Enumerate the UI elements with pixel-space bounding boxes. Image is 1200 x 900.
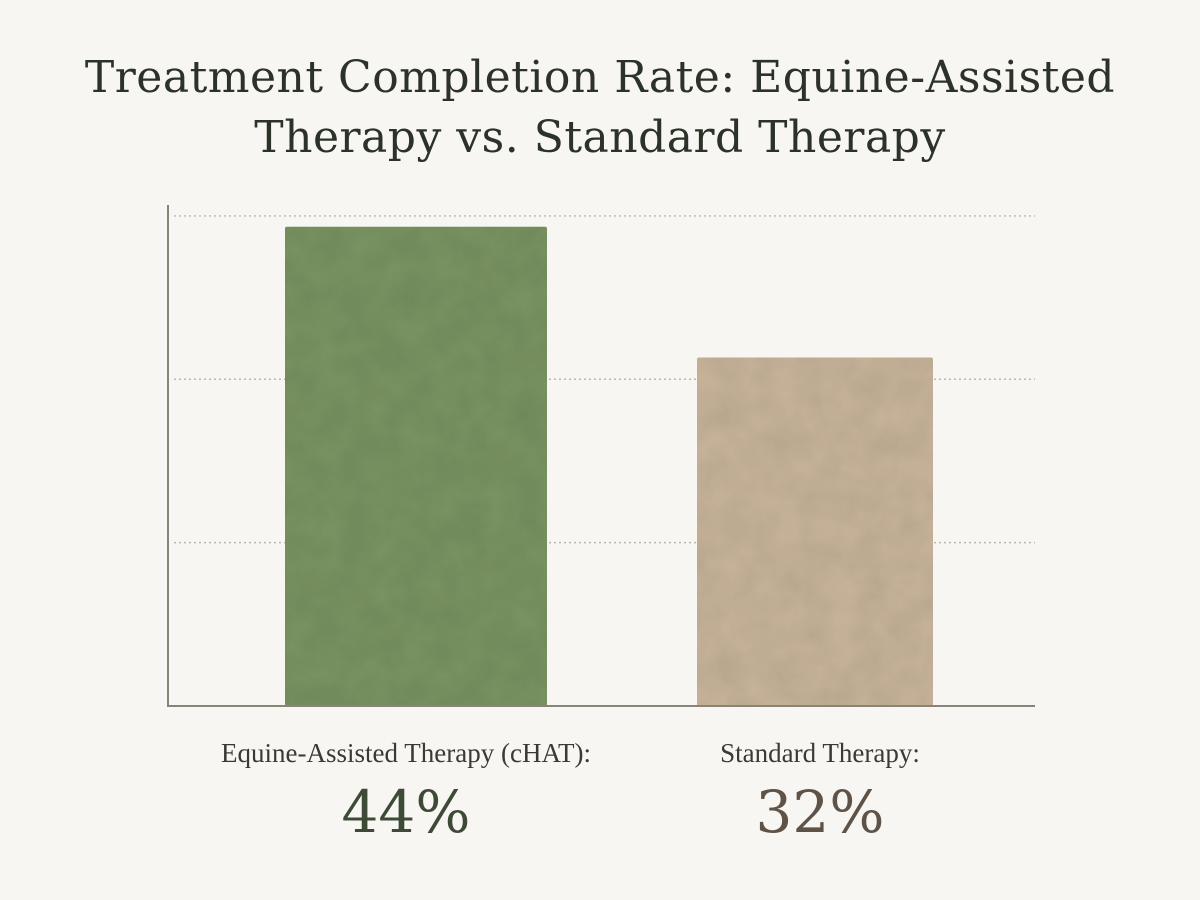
bar [285, 226, 547, 707]
data-label: 44% [342, 778, 471, 846]
gridlines [174, 215, 1035, 544]
category-label: Standard Therapy: [720, 738, 920, 768]
category-label: Equine-Assisted Therapy (cHAT): [221, 738, 591, 768]
data-label: 32% [756, 778, 885, 846]
bar [697, 357, 933, 706]
chart-title: Treatment Completion Rate: Equine-Assist… [84, 52, 1116, 163]
bars [285, 226, 933, 707]
bar-labels: Equine-Assisted Therapy (cHAT): 44% Standa… [221, 738, 920, 846]
axes [167, 205, 1035, 707]
